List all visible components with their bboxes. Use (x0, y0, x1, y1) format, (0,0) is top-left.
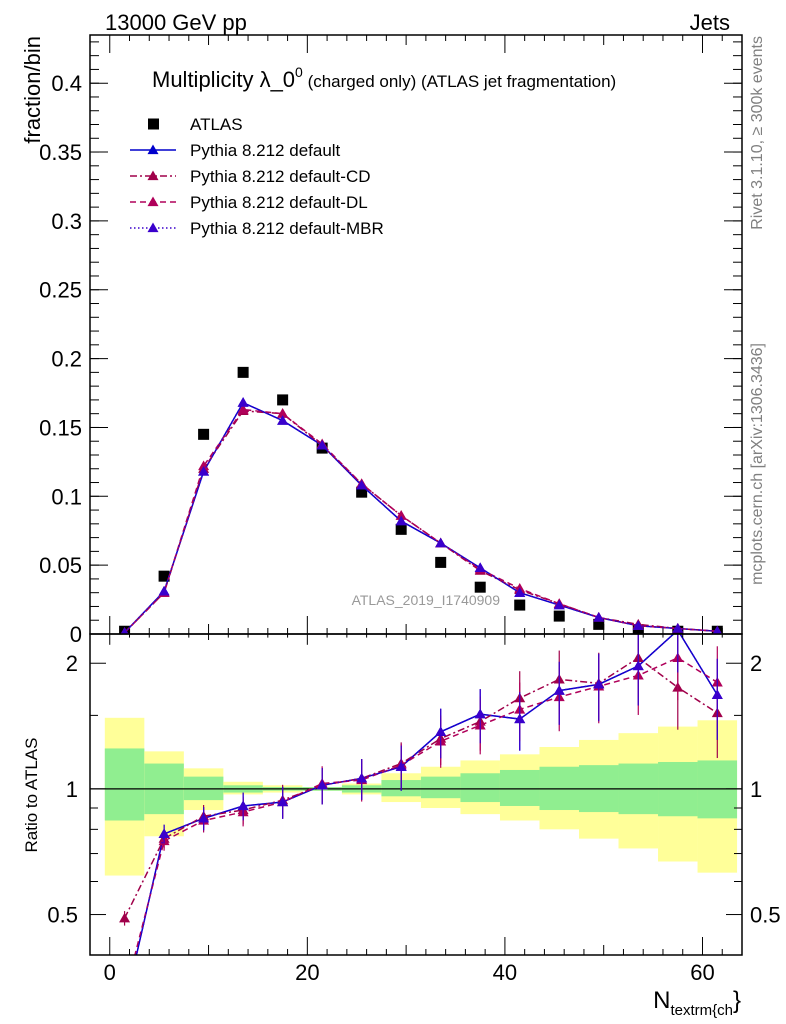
ratio-point (158, 828, 170, 839)
mc-series-point (632, 620, 644, 630)
mc-series-point (553, 599, 565, 610)
x-tick-label: 40 (493, 960, 517, 985)
atlas-data-point (593, 618, 605, 630)
ratio-y-axis-label: Ratio to ATLAS (22, 738, 41, 853)
legend-triangle-marker (147, 222, 159, 233)
ratio-series-line (123, 656, 718, 919)
atlas-data-point (277, 394, 289, 406)
rivet-version-label: Rivet 3.1.10, ≥ 300k events (749, 36, 766, 230)
x-tick-label: 60 (690, 960, 714, 985)
ratio-band-inner (420, 776, 461, 799)
ratio-body (90, 634, 742, 955)
legend-atlas-marker (148, 118, 159, 130)
mc-series-point (316, 439, 328, 450)
ratio-point (316, 779, 328, 790)
atlas-data-point (158, 570, 170, 582)
atlas-data-point (474, 581, 486, 593)
main-ytick-label: 0.3 (51, 209, 82, 234)
ratio-ytick-label-left: 2 (66, 651, 78, 676)
atlas-data-point (237, 366, 249, 378)
mc-series-point (435, 537, 447, 548)
mc-series-point (158, 585, 170, 596)
main-ytick-label: 0.05 (39, 553, 82, 578)
mc-series-point (277, 415, 289, 425)
ratio-point (198, 812, 210, 823)
mc-series-point (356, 479, 368, 490)
legend-entry-label: Pythia 8.212 default-CD (190, 167, 371, 186)
plot-title: Multiplicity λ_00 (charged only) (ATLAS … (152, 64, 616, 92)
mc-series-point (672, 622, 684, 633)
mc-series-point (120, 627, 129, 634)
header-energy-label: 13000 GeV pp (105, 10, 247, 35)
main-body (119, 366, 723, 634)
atlas-data-point (356, 486, 368, 498)
main-ytick-label: 0.2 (51, 347, 82, 372)
x-tick-label: 20 (295, 960, 319, 985)
main-ytick-label: 0 (70, 622, 82, 647)
mc-series-point (237, 397, 249, 407)
ratio-point (119, 912, 131, 923)
atlas-data-point (198, 428, 210, 440)
ratio-ytick-label-right: 0.5 (750, 903, 781, 928)
legend-entry-label: ATLAS (190, 115, 243, 134)
ratio-point (553, 685, 565, 695)
legend-triangle-marker (147, 196, 159, 207)
main-ytick-label: 0.4 (51, 71, 82, 96)
ratio-ytick-label-right: 2 (750, 651, 762, 676)
ratio-band-inner (104, 748, 145, 821)
x-axis-label: Ntextrm{ch} (653, 987, 741, 1019)
main-ytick-label: 0.15 (39, 415, 82, 440)
mc-series-point (277, 408, 289, 418)
ratio-series-line (134, 657, 718, 955)
main-ytick-label: 0.35 (39, 140, 82, 165)
legend-entry-label: Pythia 8.212 default-MBR (190, 219, 384, 238)
ratio-point (711, 689, 723, 699)
main-y-axis-label: fraction/bin (20, 36, 45, 144)
ratio-point (514, 713, 526, 724)
mc-series-point (198, 460, 210, 471)
ratio-point (474, 708, 486, 719)
atlas-data-point (553, 610, 565, 622)
ratio-point (356, 772, 368, 783)
atlas-data-point (435, 556, 447, 568)
mc-series-point (395, 515, 407, 526)
ratio-point (395, 761, 407, 771)
legend-entry-label: Pythia 8.212 default (190, 141, 341, 160)
ratio-ytick-label-left: 1 (66, 777, 78, 802)
ratio-point (277, 796, 289, 807)
header-process-label: Jets (690, 10, 730, 35)
mc-series-point (514, 587, 526, 597)
legend-entry-label: Pythia 8.212 default-DL (190, 193, 368, 212)
ratio-point (593, 678, 605, 689)
main-frame (89, 34, 743, 635)
legend-triangle-marker (147, 170, 159, 181)
mc-series-line (124, 410, 718, 634)
mc-series-line (124, 408, 718, 634)
x-tick-label: 0 (104, 960, 116, 985)
mc-series-point (395, 510, 407, 520)
ratio-point (435, 726, 447, 736)
atlas-data-point (395, 523, 407, 535)
mc-series-point (593, 611, 605, 622)
ratio-band-inner (499, 769, 540, 806)
ratio-point (237, 800, 249, 811)
main-ytick-label: 0.1 (51, 484, 82, 509)
ratio-ytick-label-left: 0.5 (47, 903, 78, 928)
mc-series-point (474, 562, 486, 573)
analysis-watermark: ATLAS_2019_I1740909 (352, 592, 501, 608)
legend-triangle-marker (147, 144, 159, 155)
mc-series-point (198, 466, 210, 476)
ratio-band-inner (460, 773, 500, 803)
atlas-data-point (514, 599, 526, 611)
main-ytick-label: 0.25 (39, 278, 82, 303)
ratio-ytick-label-right: 1 (750, 777, 762, 802)
ratio-point (632, 660, 644, 671)
mc-series-line (124, 401, 718, 634)
mc-series-point (237, 404, 249, 414)
ratio-series-line (135, 634, 718, 955)
mc-series-point (712, 625, 723, 634)
mcplots-source-label: mcplots.cern.ch [arXiv:1306.3436] (749, 343, 766, 585)
